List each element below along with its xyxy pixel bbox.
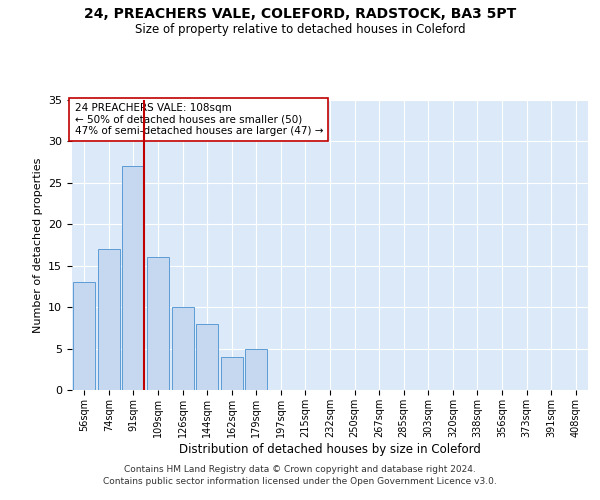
Bar (196, 324, 218, 390)
Text: Distribution of detached houses by size in Coleford: Distribution of detached houses by size … (179, 442, 481, 456)
Text: 24, PREACHERS VALE, COLEFORD, RADSTOCK, BA3 5PT: 24, PREACHERS VALE, COLEFORD, RADSTOCK, … (84, 8, 516, 22)
Text: Contains HM Land Registry data © Crown copyright and database right 2024.: Contains HM Land Registry data © Crown c… (124, 465, 476, 474)
Y-axis label: Number of detached properties: Number of detached properties (32, 158, 43, 332)
Bar (122, 166, 145, 390)
Bar (172, 307, 194, 390)
Bar (98, 249, 120, 390)
Bar (245, 348, 268, 390)
Text: Size of property relative to detached houses in Coleford: Size of property relative to detached ho… (134, 22, 466, 36)
Bar (221, 357, 243, 390)
Text: Contains public sector information licensed under the Open Government Licence v3: Contains public sector information licen… (103, 478, 497, 486)
Text: 24 PREACHERS VALE: 108sqm
← 50% of detached houses are smaller (50)
47% of semi-: 24 PREACHERS VALE: 108sqm ← 50% of detac… (74, 103, 323, 136)
Bar (147, 258, 169, 390)
Bar (73, 282, 95, 390)
